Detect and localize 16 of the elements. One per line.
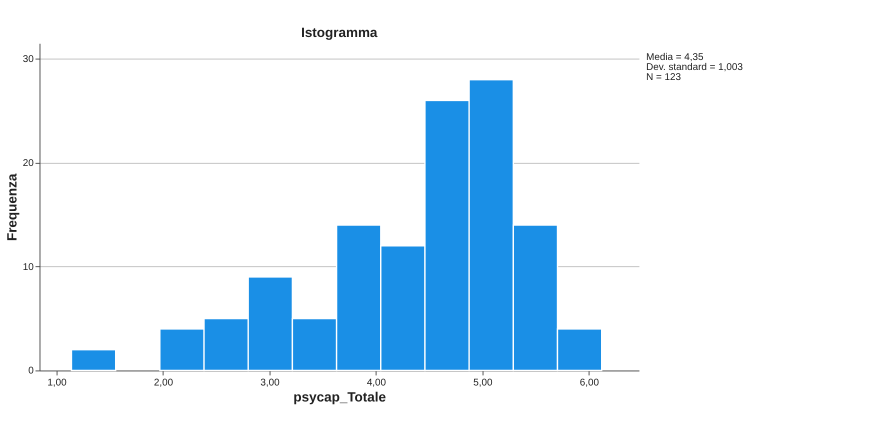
text: N = 123 xyxy=(646,72,682,83)
x-tick-label: 2,00 xyxy=(154,377,174,388)
y-tick-label: 0 xyxy=(28,366,34,377)
text: Dev. standard = 1,003 xyxy=(646,62,744,73)
y-tick-label: 10 xyxy=(22,262,34,273)
chart-title: Istogramma xyxy=(301,25,378,40)
x-tick-label: 5,00 xyxy=(473,377,493,388)
x-tick-label: 1,00 xyxy=(47,377,68,388)
x-tick-label: 6,00 xyxy=(580,377,600,388)
x-axis-title: psycap_Totale xyxy=(293,389,386,404)
y-tick-label: 30 xyxy=(22,54,34,66)
y-tick-label: 20 xyxy=(22,158,34,169)
text: Media = 4,35 xyxy=(646,52,704,63)
y-axis-title: Frequenza xyxy=(4,173,20,242)
x-tick-label: 4,00 xyxy=(366,377,387,388)
x-tick-label: 3,00 xyxy=(260,377,280,388)
